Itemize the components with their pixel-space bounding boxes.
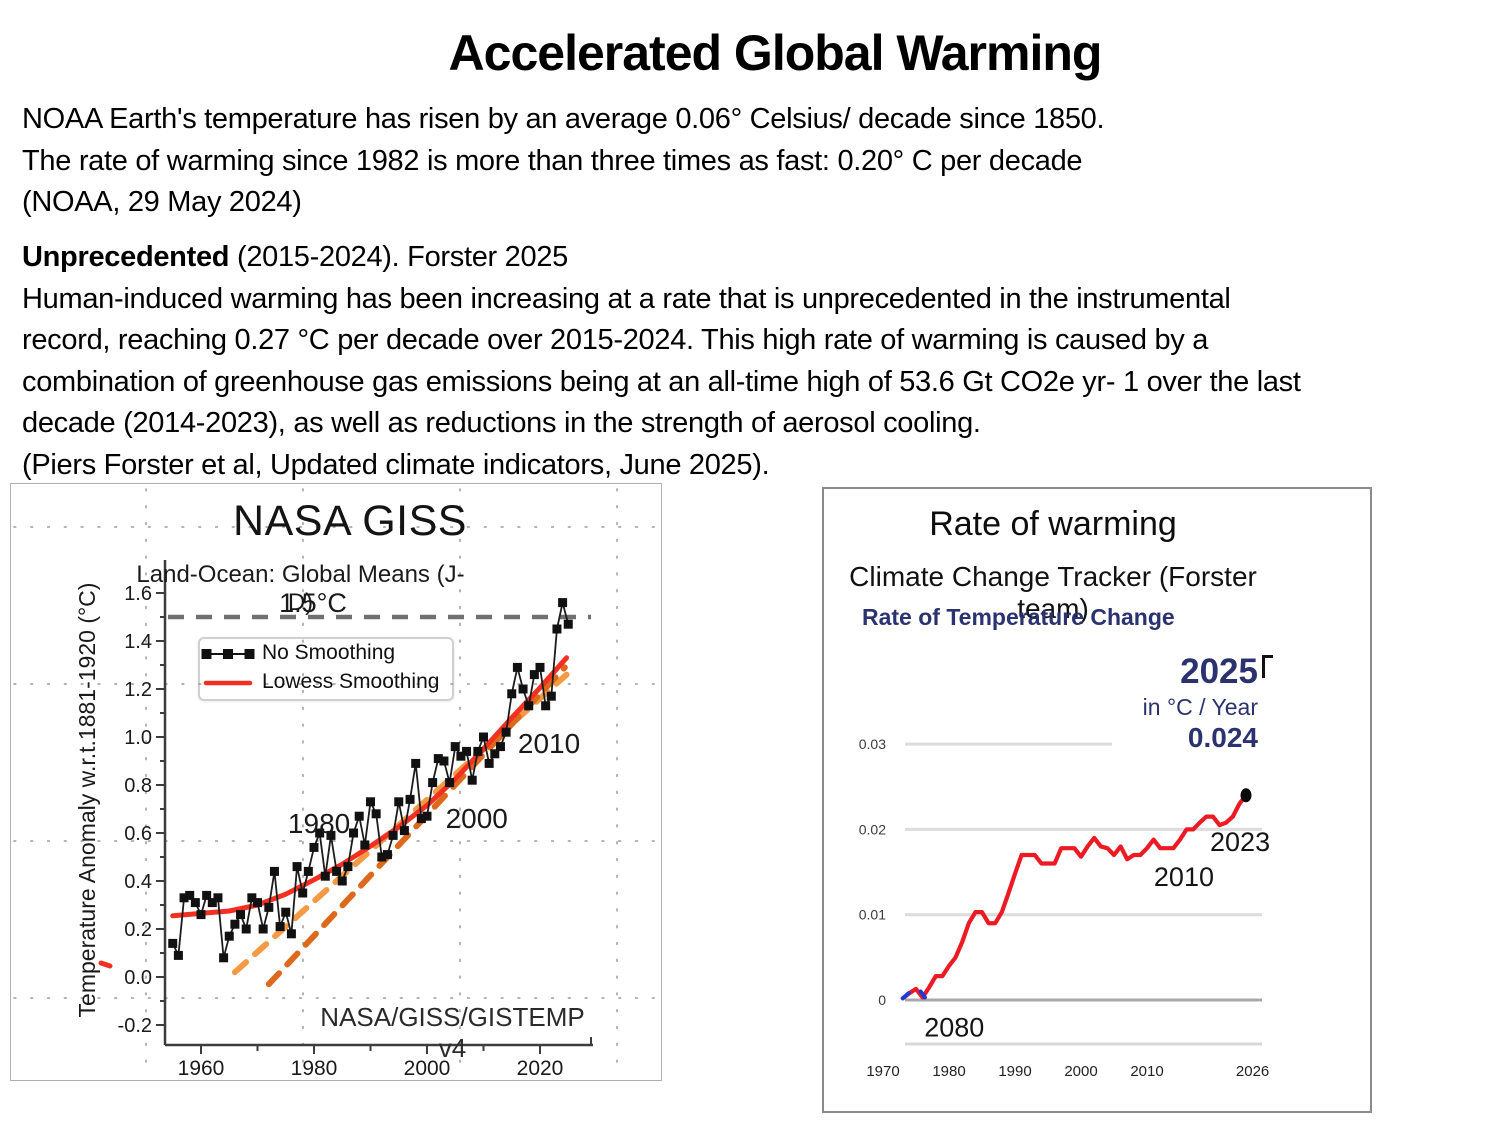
- paragraph-line: decade (2014-2023), as well as reduction…: [22, 407, 981, 439]
- lead-rest: (2015-2024). Forster 2025: [229, 241, 568, 273]
- paragraph-line: (Piers Forster et al, Updated climate in…: [22, 448, 770, 481]
- legend-item-lowess-smoothing: Lowess Smoothing: [262, 670, 440, 693]
- forster-paragraph: Unprecedented (2015-2024). Forster 2025 …: [22, 237, 1301, 486]
- readout-value: 0.024: [1187, 722, 1258, 753]
- readout-year: 2025: [1180, 652, 1258, 691]
- rate-chart-subtitle: Climate Change Tracker (Forster team): [849, 561, 1257, 624]
- y-axis-label: Temperature Anomaly w.r.t.1881-1920 (°C): [74, 582, 100, 1018]
- readout-unit: in °C / Year: [1142, 694, 1258, 720]
- paragraph-line: The rate of warming since 1982 is more t…: [22, 144, 1083, 177]
- rate-chart-title: Rate of warming: [929, 505, 1177, 543]
- paragraph-line: NOAA Earth's temperature has risen by an…: [22, 103, 1105, 135]
- paragraph-line: Unprecedented (2015-2024). Forster 2025: [22, 237, 1301, 279]
- noaa-paragraph: NOAA Earth's temperature has risen by an…: [22, 99, 1105, 224]
- nasa-chart-title: NASA GISS: [233, 497, 467, 545]
- paragraph-line: (NOAA, 29 May 2024): [22, 186, 302, 218]
- slide-title: Accelerated Global Warming: [448, 25, 1103, 81]
- nasa-chart-subtitle: Land-Ocean: Global Means (J-D): [136, 561, 465, 616]
- threshold-label: 1.5°C: [279, 588, 347, 618]
- legend-item-no-smoothing: No Smoothing: [262, 641, 396, 664]
- paragraph-line: Human-induced warming has been increasin…: [22, 282, 1231, 315]
- cursor-artifact: [1262, 655, 1273, 678]
- paragraph-line: combination of greenhouse gas emissions …: [22, 365, 1301, 398]
- source-label: NASA/GISS/GISTEMP v4: [320, 1002, 585, 1063]
- tracker-widget-title: Rate of Temperature Change: [862, 604, 1175, 630]
- paragraph-line: record, reaching 0.27 °C per decade over…: [22, 324, 1209, 356]
- bold-lead: Unprecedented: [22, 241, 230, 273]
